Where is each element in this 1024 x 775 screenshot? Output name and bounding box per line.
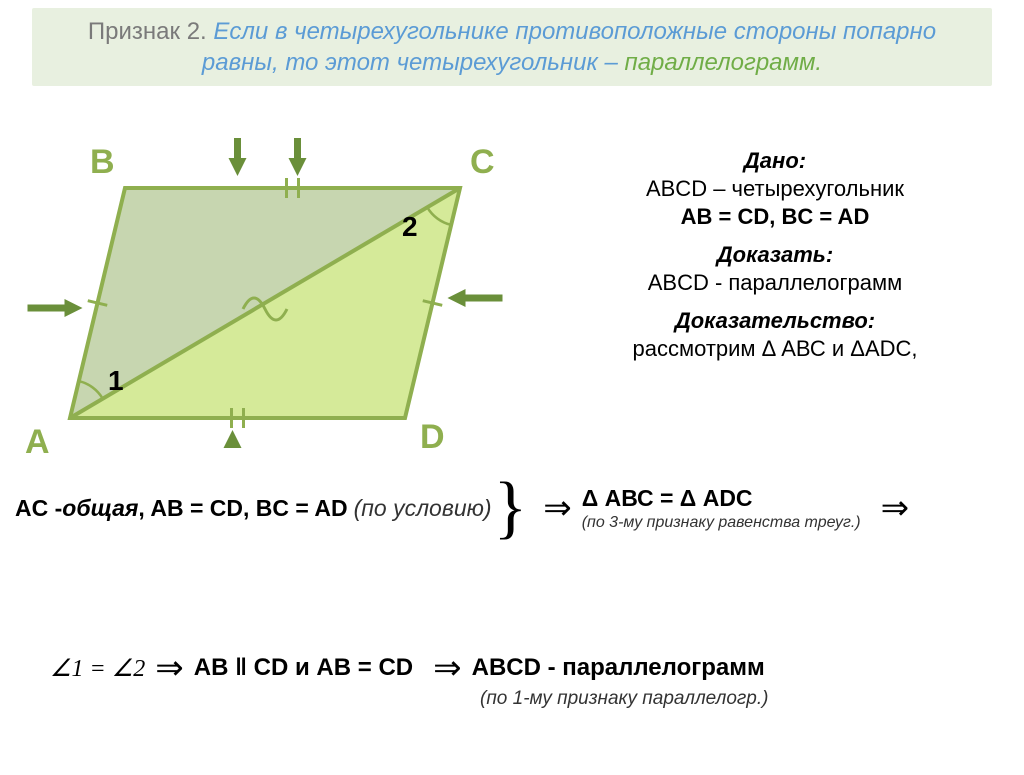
vertex-c: C xyxy=(470,143,495,182)
vertex-d: D xyxy=(420,418,445,457)
tri-eq-reason: (по 3-му признаку равенства треуг.) xyxy=(582,514,861,532)
given-block: Дано: ABCD – четырехугольник AB = CD, BC… xyxy=(540,148,1010,362)
theorem-text-2: параллелограмм. xyxy=(625,49,823,76)
svg-text:2: 2 xyxy=(402,211,418,242)
implies-icon-4: ⇒ xyxy=(433,648,462,688)
proof-step-1: AC - общая , AB = CD, BC = AD (по услови… xyxy=(15,478,1005,538)
theorem-text-1: Если в четырехугольнике противоположные … xyxy=(202,18,936,76)
by-condition: (по условию) xyxy=(354,495,492,522)
proof-step-2: ∠1 = ∠2 ⇒ AB ǁ CD и AB = CD ⇒ ABCD - пар… xyxy=(50,648,1000,688)
triangle-equality: Δ АВС = Δ ADC (по 3-му признаку равенств… xyxy=(582,485,861,532)
svg-text:1: 1 xyxy=(108,365,124,396)
tri-eq-text: Δ АВС = Δ ADC xyxy=(582,485,861,512)
implies-icon-2: ⇒ xyxy=(881,488,910,528)
given-line1: ABCD – четырехугольник xyxy=(540,176,1010,202)
angle-equality: ∠1 = ∠2 xyxy=(50,654,145,683)
ac-label: AC - xyxy=(15,495,62,522)
proof-consider: рассмотрим Δ АВС и ΔADC, xyxy=(540,336,1010,362)
theorem-header: Признак 2. Если в четырехугольнике проти… xyxy=(32,8,992,86)
implies-icon-3: ⇒ xyxy=(155,648,184,688)
eq-sides: , AB = CD, BC = AD xyxy=(138,495,347,522)
prove-line: ABCD - параллелограмм xyxy=(540,270,1010,296)
vertex-b: B xyxy=(90,143,115,182)
brace-icon: } xyxy=(494,478,528,538)
parallelogram-diagram: 1 2 A B C D xyxy=(10,138,530,448)
parallel-statement: AB ǁ CD и AB = CD xyxy=(194,654,413,682)
diagram-svg: 1 2 xyxy=(10,138,530,448)
conclusion-reason: (по 1-му признаку параллелогр.) xyxy=(480,688,768,710)
given-line2: AB = CD, BC = AD xyxy=(540,204,1010,230)
conclusion: ABCD - параллелограмм xyxy=(472,654,765,682)
implies-icon-1: ⇒ xyxy=(543,488,572,528)
given-header: Дано: xyxy=(540,148,1010,174)
prove-header: Доказать: xyxy=(540,242,1010,268)
proof-header: Доказательство: xyxy=(540,308,1010,334)
common-label: общая xyxy=(62,495,138,522)
vertex-a: A xyxy=(25,423,50,462)
theorem-label: Признак 2. xyxy=(88,18,207,45)
